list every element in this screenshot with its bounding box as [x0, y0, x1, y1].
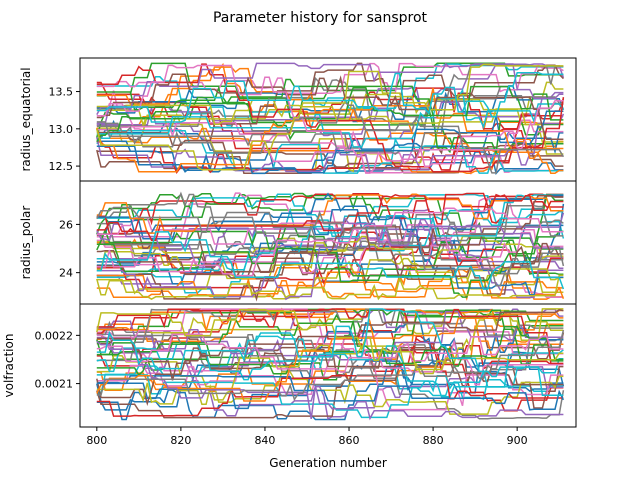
- y-axis-label: volfraction: [2, 334, 16, 398]
- series-line: [96, 193, 565, 300]
- series-line: [96, 310, 564, 361]
- y-axis-label: radius_polar: [19, 206, 33, 280]
- series-line: [96, 307, 564, 360]
- series-line: [96, 346, 564, 417]
- series-line: [96, 110, 564, 175]
- series-line: [96, 195, 564, 302]
- series-line: [96, 336, 564, 421]
- series-line: [96, 203, 565, 285]
- series-line: [96, 78, 564, 143]
- y-tick-label: 0.0021: [35, 378, 74, 391]
- series-line: [96, 343, 564, 393]
- x-tick-label: 800: [86, 434, 107, 447]
- panel-0-series: [96, 62, 565, 176]
- series-line: [96, 63, 565, 173]
- panel-1-series: [96, 191, 565, 302]
- series-line: [96, 309, 564, 381]
- y-tick-label: 12.5: [49, 160, 74, 173]
- series-line: [96, 71, 564, 123]
- series-line: [96, 73, 564, 140]
- series-line: [96, 333, 564, 373]
- series-line: [96, 222, 564, 275]
- series-line: [96, 332, 564, 411]
- y-tick-label: 13.5: [49, 86, 74, 99]
- series-line: [96, 308, 564, 365]
- series-line: [96, 64, 564, 174]
- series-line: [96, 85, 565, 123]
- series-line: [96, 87, 565, 148]
- series-line: [96, 206, 565, 287]
- series-line: [96, 127, 564, 174]
- series-line: [96, 327, 565, 420]
- panels-group: 12.5 13.0 13.5 radius_equatorial 24 26 radius_…: [2, 57, 577, 447]
- x-axis-label: Generation number: [269, 456, 387, 470]
- y-tick-label: 0.0022: [35, 329, 74, 342]
- series-line: [96, 193, 564, 276]
- series-line: [96, 193, 564, 252]
- series-line: [96, 207, 564, 277]
- y-tick-label: 13.0: [49, 123, 74, 136]
- y-tick-label: 26: [59, 218, 73, 231]
- series-line: [96, 308, 564, 370]
- series-line: [96, 375, 565, 411]
- series-line: [96, 216, 564, 301]
- series-line: [96, 231, 565, 290]
- y-axis-label: radius_equatorial: [19, 67, 33, 171]
- series-line: [96, 63, 564, 171]
- series-line: [96, 358, 564, 419]
- series-line: [96, 191, 564, 249]
- x-tick-label: 840: [254, 434, 275, 447]
- series-line: [96, 101, 565, 174]
- x-tick-label: 900: [507, 434, 528, 447]
- series-line: [96, 192, 564, 241]
- x-tick-label: 820: [170, 434, 191, 447]
- series-line: [96, 274, 564, 301]
- series-line: [96, 210, 564, 274]
- series-line: [96, 194, 564, 283]
- series-line: [96, 192, 564, 296]
- series-line: [96, 93, 564, 143]
- series-line: [96, 62, 564, 146]
- panel-2-frame: [79, 303, 577, 428]
- x-tick-label: 860: [339, 434, 360, 447]
- series-line: [96, 192, 564, 259]
- series-line: [96, 212, 565, 251]
- y-tick-label: 24: [59, 267, 73, 280]
- series-line: [96, 308, 564, 371]
- x-tick-label: 880: [423, 434, 444, 447]
- series-line: [96, 99, 564, 155]
- chart-title: Parameter history for sansprot: [213, 10, 428, 26]
- series-line: [96, 76, 564, 123]
- series-line: [96, 313, 564, 367]
- series-line: [96, 226, 564, 283]
- series-line: [96, 193, 564, 234]
- series-line: [96, 192, 564, 235]
- series-line: [96, 85, 564, 156]
- series-line: [96, 310, 564, 381]
- series-line: [96, 351, 565, 411]
- series-line: [96, 355, 564, 415]
- series-line: [96, 308, 564, 396]
- series-line: [96, 119, 564, 164]
- panel-2-series: [96, 307, 565, 421]
